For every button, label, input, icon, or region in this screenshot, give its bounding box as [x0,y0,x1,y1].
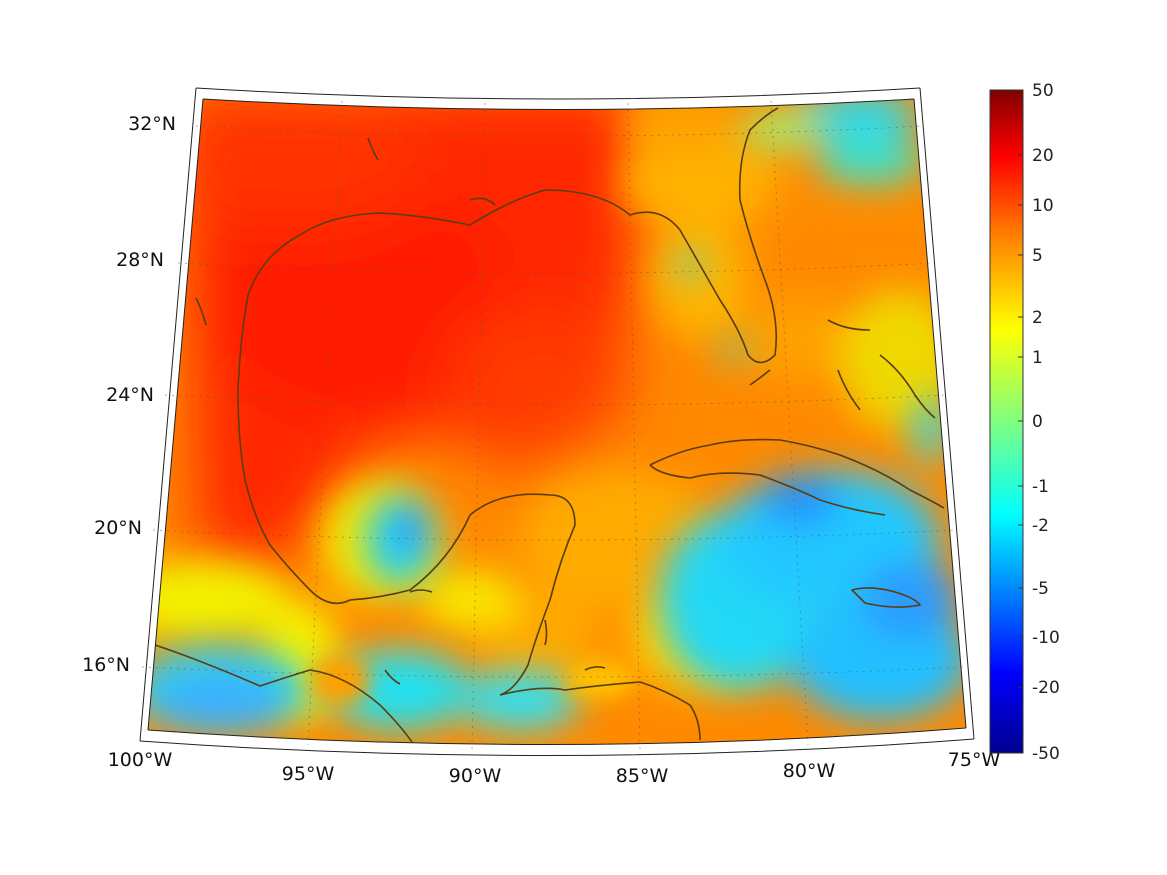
lat-label: 32°N [128,113,176,135]
colorbar-tick-label: -1 [1032,477,1049,497]
longitude-labels: 100°W 95°W 90°W 85°W 80°W 75°W [108,749,1001,787]
lon-label: 85°W [616,765,669,787]
colorbar-tick-label: -2 [1032,516,1049,536]
lon-label: 95°W [282,763,335,785]
latitude-labels: 32°N 28°N 24°N 20°N 16°N [82,113,176,676]
colorbar-tick-label: 20 [1032,146,1054,166]
lon-label: 75°W [948,749,1001,771]
lat-label: 20°N [94,517,142,539]
colorbar-tick-label: -50 [1032,744,1060,764]
data-field [148,99,966,745]
colorbar-tick-label: 0 [1032,412,1043,432]
colorbar-tick-label: -20 [1032,678,1060,698]
coastlines [154,107,945,743]
colorbar-gradient [989,89,1024,754]
lat-label: 24°N [106,384,154,406]
colorbar-tick-label: 2 [1032,308,1043,328]
colorbar-tick-label: 5 [1032,246,1043,266]
lon-label: 80°W [783,760,836,782]
colorbar-tick-label: -10 [1032,628,1060,648]
colorbar-tick-label: 1 [1032,348,1043,368]
colorbar-tick-label: 10 [1032,196,1054,216]
colorbar-tick-label: 50 [1032,81,1054,101]
graticule [141,100,967,751]
lat-label: 28°N [116,249,164,271]
map-frame [139,87,975,757]
lon-label: 90°W [449,765,502,787]
lon-label: 100°W [108,749,173,771]
colorbar-tick-label: -5 [1032,579,1049,599]
lat-label: 16°N [82,654,130,676]
